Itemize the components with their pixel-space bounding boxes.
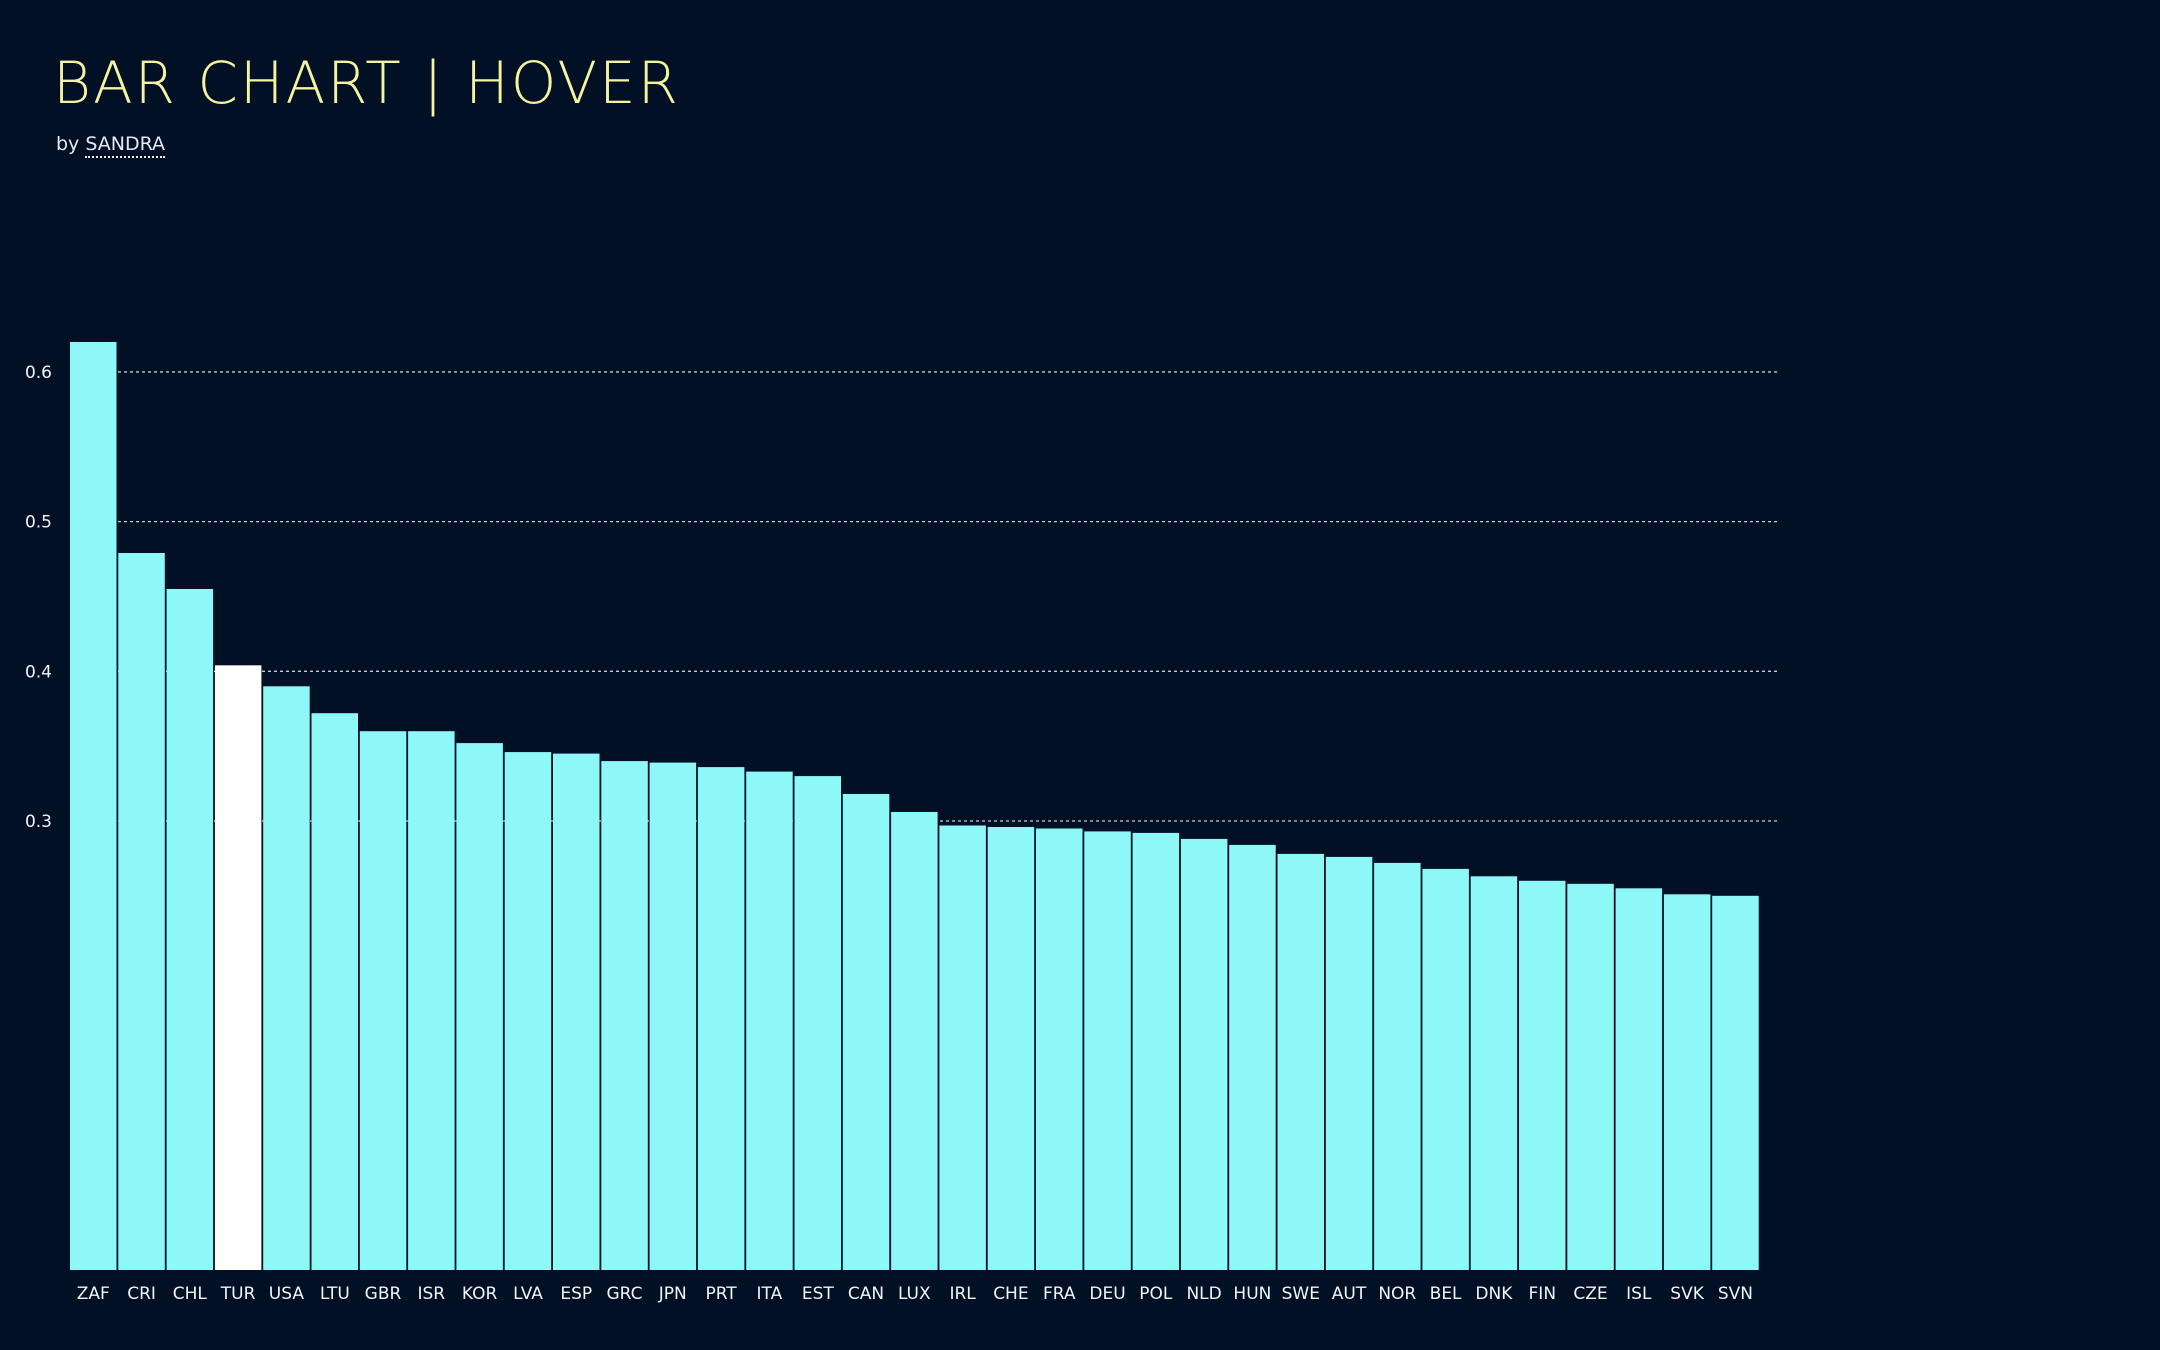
bar-est[interactable] bbox=[794, 776, 842, 1270]
bar-jpn[interactable] bbox=[649, 762, 697, 1270]
x-tick-label-gbr: GBR bbox=[365, 1284, 402, 1304]
x-axis: ZAF CRI CHL TUR USA LTU GBR ISR KOR LVA ESP GRC JPN P… bbox=[77, 1284, 1753, 1304]
x-tick-label-fra: FRA bbox=[1043, 1284, 1076, 1304]
x-tick-label-swe: SWE bbox=[1282, 1284, 1320, 1304]
byline: by SANDRA bbox=[56, 133, 166, 158]
x-tick-label-zaf: ZAF bbox=[77, 1284, 110, 1304]
x-tick-label-hun: HUN bbox=[1233, 1284, 1271, 1304]
bar-nor[interactable] bbox=[1374, 862, 1421, 1270]
bars bbox=[70, 342, 1759, 1270]
x-tick-label-lux: LUX bbox=[898, 1284, 931, 1304]
x-tick-label-che: CHE bbox=[993, 1284, 1028, 1304]
x-tick-label-dnk: DNK bbox=[1475, 1284, 1513, 1304]
bar-dnk[interactable] bbox=[1470, 876, 1518, 1270]
bar-lux[interactable] bbox=[891, 812, 938, 1270]
bar-can[interactable] bbox=[842, 794, 890, 1270]
x-tick-label-jpn: JPN bbox=[658, 1284, 687, 1304]
bar-kor[interactable] bbox=[456, 743, 503, 1270]
bar-zaf[interactable] bbox=[70, 342, 117, 1270]
x-tick-label-svn: SVN bbox=[1718, 1284, 1753, 1304]
x-tick-label-aut: AUT bbox=[1332, 1284, 1367, 1304]
x-tick-label-fin: FIN bbox=[1529, 1284, 1557, 1304]
author-link[interactable]: SANDRA bbox=[85, 133, 166, 158]
bar-irl[interactable] bbox=[939, 825, 986, 1271]
y-tick-label: 0.4 bbox=[25, 662, 52, 682]
bar-aut[interactable] bbox=[1325, 856, 1373, 1270]
x-tick-label-svk: SVK bbox=[1670, 1284, 1704, 1304]
x-tick-label-irl: IRL bbox=[949, 1284, 976, 1304]
x-tick-label-isl: ISL bbox=[1626, 1284, 1652, 1304]
x-tick-label-usa: USA bbox=[269, 1284, 305, 1304]
x-tick-label-deu: DEU bbox=[1089, 1284, 1125, 1304]
x-tick-label-pol: POL bbox=[1139, 1284, 1173, 1304]
bar-svk[interactable] bbox=[1663, 894, 1711, 1270]
bar-fin[interactable] bbox=[1519, 880, 1566, 1270]
bar-bel[interactable] bbox=[1422, 868, 1469, 1270]
bar-prt[interactable] bbox=[697, 767, 745, 1270]
x-tick-label-bel: BEL bbox=[1430, 1284, 1462, 1304]
x-tick-label-nor: NOR bbox=[1378, 1284, 1416, 1304]
bar-cri[interactable] bbox=[118, 553, 165, 1270]
bar-grc[interactable] bbox=[601, 761, 648, 1270]
bar-cze[interactable] bbox=[1567, 883, 1614, 1270]
y-tick-label: 0.6 bbox=[25, 363, 52, 383]
bar-hun[interactable] bbox=[1229, 844, 1276, 1270]
bar-gbr[interactable] bbox=[359, 731, 407, 1270]
y-axis: 0.3 0.4 0.5 0.6 bbox=[25, 363, 52, 832]
bar-pol[interactable] bbox=[1132, 832, 1180, 1270]
x-tick-label-est: EST bbox=[802, 1284, 835, 1304]
bar-lva[interactable] bbox=[504, 752, 552, 1270]
x-tick-label-prt: PRT bbox=[705, 1284, 737, 1304]
bar-isl[interactable] bbox=[1615, 888, 1663, 1270]
bar-che[interactable] bbox=[987, 827, 1035, 1270]
page-title: BAR CHART | HOVER bbox=[53, 49, 680, 117]
x-tick-label-esp: ESP bbox=[560, 1284, 592, 1304]
x-tick-label-grc: GRC bbox=[606, 1284, 642, 1304]
y-tick-label: 0.3 bbox=[25, 812, 52, 832]
bar-ita[interactable] bbox=[746, 771, 793, 1270]
x-tick-label-tur: TUR bbox=[220, 1284, 256, 1304]
bar-fra[interactable] bbox=[1036, 828, 1083, 1271]
bar-chl[interactable] bbox=[166, 589, 214, 1270]
x-tick-label-ltu: LTU bbox=[320, 1284, 350, 1304]
x-tick-label-isr: ISR bbox=[417, 1284, 445, 1304]
x-tick-label-can: CAN bbox=[848, 1284, 884, 1304]
x-tick-label-chl: CHL bbox=[173, 1284, 208, 1304]
byline-prefix: by bbox=[56, 133, 80, 155]
bar-swe[interactable] bbox=[1277, 853, 1325, 1270]
bar-nld[interactable] bbox=[1180, 838, 1228, 1270]
x-tick-label-cri: CRI bbox=[127, 1284, 156, 1304]
x-tick-label-ita: ITA bbox=[757, 1284, 783, 1304]
bar-usa[interactable] bbox=[263, 686, 310, 1270]
x-tick-label-cze: CZE bbox=[1573, 1284, 1607, 1304]
y-tick-label: 0.5 bbox=[25, 513, 52, 533]
x-tick-label-kor: KOR bbox=[462, 1284, 498, 1304]
bar-deu[interactable] bbox=[1084, 831, 1131, 1270]
bar-esp[interactable] bbox=[553, 753, 600, 1270]
x-tick-label-nld: NLD bbox=[1186, 1284, 1221, 1304]
bar-svn[interactable] bbox=[1712, 895, 1759, 1270]
bar-isr[interactable] bbox=[408, 731, 455, 1270]
bar-ltu[interactable] bbox=[311, 713, 359, 1270]
x-tick-label-lva: LVA bbox=[513, 1284, 543, 1304]
bar-tur[interactable] bbox=[214, 665, 262, 1270]
